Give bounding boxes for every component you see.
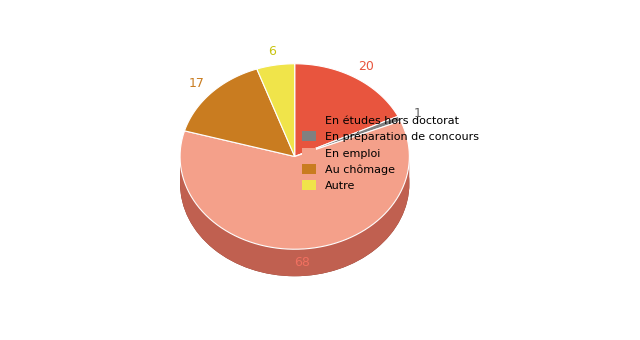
Text: 20: 20	[358, 60, 374, 73]
Polygon shape	[294, 116, 401, 156]
Ellipse shape	[180, 91, 410, 276]
Legend: En études hors doctorat, En préparation de concours, En emploi, Au chômage, Autr: En études hors doctorat, En préparation …	[298, 110, 483, 196]
Text: 68: 68	[294, 256, 310, 269]
Text: 17: 17	[189, 77, 205, 90]
Polygon shape	[294, 64, 398, 156]
Polygon shape	[180, 121, 410, 249]
Polygon shape	[257, 64, 294, 156]
Polygon shape	[180, 157, 409, 276]
Text: 1: 1	[414, 107, 422, 120]
Text: 6: 6	[268, 45, 276, 58]
Polygon shape	[184, 69, 294, 156]
